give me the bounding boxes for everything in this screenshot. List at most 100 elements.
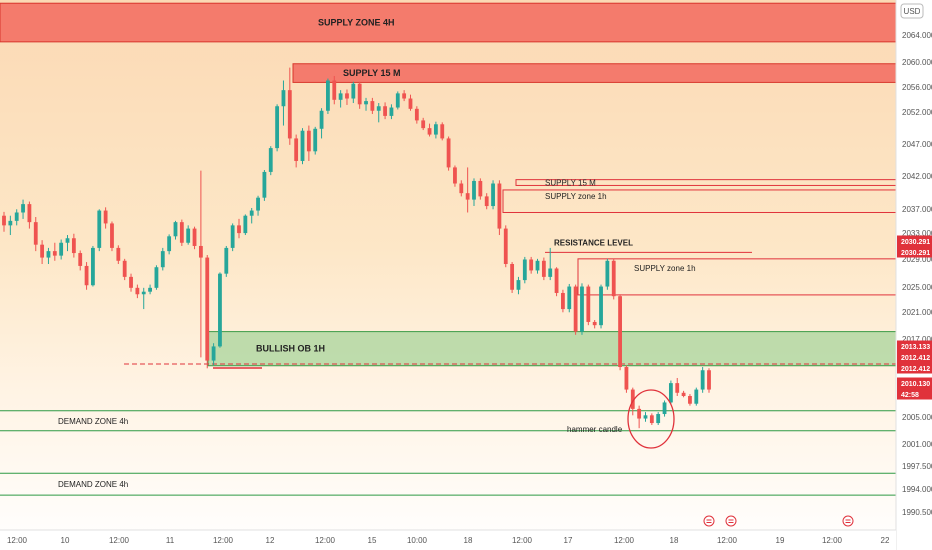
candle-body (414, 108, 419, 121)
candle-body (421, 120, 426, 129)
annotations-layer: hammer candle (567, 389, 675, 449)
candle-body (586, 286, 591, 322)
candle-body (186, 228, 191, 243)
candle-body (256, 197, 260, 211)
candle-body (268, 148, 273, 172)
time-tick-label: 11 (166, 536, 175, 545)
candle-body (649, 415, 654, 424)
candle-body (97, 210, 102, 248)
candle-body (306, 130, 311, 152)
candle-body (332, 80, 337, 100)
zone-label-1: SUPPLY 15 M (343, 68, 401, 78)
price-tick-label: 2064.000 (902, 31, 932, 40)
candle-body (624, 367, 629, 390)
price-tag-label: 2012.412 (901, 355, 930, 362)
candle-body (376, 106, 381, 111)
candle-body (262, 171, 267, 198)
lightning-event-icon[interactable] (703, 515, 715, 527)
candle-body (408, 98, 413, 109)
candles-layer (2, 67, 711, 429)
candle-body (84, 265, 89, 286)
candle-body (675, 383, 680, 393)
candle-body (249, 210, 254, 216)
candle-body (205, 257, 210, 361)
candle-body (357, 83, 362, 105)
currency-label: USD (904, 7, 921, 16)
flag-event-icon[interactable] (842, 515, 854, 527)
candle-body (573, 286, 578, 332)
candle-body (592, 321, 597, 326)
candle-body (173, 222, 178, 237)
candle-body (478, 180, 483, 197)
candle-body (688, 396, 692, 404)
price-tag (897, 377, 932, 389)
time-tick-label: 12:00 (315, 536, 336, 545)
zone-rect-0 (0, 2, 897, 43)
zones-layer: SUPPLY ZONE 4H SUPPLY 15 M SUPPLY 15 M SUPP… (0, 2, 897, 496)
candle-body (668, 383, 673, 403)
candle-body (637, 408, 642, 419)
time-tick-label: 12:00 (717, 536, 738, 545)
candle-body (326, 80, 330, 111)
candle-body (465, 193, 470, 200)
candle-body (351, 83, 356, 99)
hammer-candle-label: hammer candle (567, 425, 623, 434)
zone-label-4: RESISTANCE LEVEL (554, 238, 633, 247)
flag-event-icon[interactable] (725, 515, 737, 527)
candle-body (167, 236, 172, 252)
candle-body (529, 259, 534, 271)
price-tag (897, 235, 932, 247)
candle-body (294, 138, 299, 161)
candle-body (497, 183, 502, 229)
candle-body (8, 220, 13, 226)
candle-body (707, 370, 711, 390)
time-tick-label: 18 (464, 536, 473, 545)
zone-label-5: SUPPLY zone 1h (634, 264, 696, 273)
price-tick-label: 2021.000 (902, 308, 932, 317)
candle-body (243, 215, 248, 234)
candle-body (300, 130, 305, 161)
candle-body (561, 292, 565, 310)
price-tick-label: 1990.500 (902, 508, 932, 517)
time-tick-label: 10:00 (407, 536, 428, 545)
time-tick-label: 17 (564, 536, 573, 545)
price-tick-label: 2033.000 (902, 229, 932, 238)
candle-body (700, 370, 705, 390)
candle-body (491, 183, 495, 207)
zone-label-7: DEMAND ZONE 4h (58, 417, 128, 426)
time-tick-label: 12 (266, 536, 275, 545)
candle-body (160, 251, 165, 268)
candle-body (179, 222, 184, 243)
candle-body (643, 415, 648, 419)
candle-body (548, 268, 553, 277)
price-tag (897, 388, 932, 400)
price-tag-label: 2012.412 (901, 366, 930, 373)
price-tick-label: 2005.000 (902, 413, 932, 422)
candle-body (135, 287, 140, 295)
candle-body (554, 268, 559, 293)
price-tick-label: 2001.000 (902, 440, 932, 449)
candle-body (275, 106, 280, 149)
candle-body (503, 228, 508, 264)
candle-body (484, 196, 489, 207)
candle-body (237, 225, 241, 234)
time-tick-label: 15 (368, 536, 377, 545)
price-tag-label: 2010.130 (901, 381, 930, 388)
hammer-candle-circle (627, 389, 675, 449)
candle-body (345, 93, 349, 99)
price-tag (897, 340, 932, 352)
time-tick-label: 12:00 (7, 536, 28, 545)
candle-body (224, 247, 229, 274)
price-tick-label: 1997.500 (902, 462, 932, 471)
time-tick-label: 12:00 (109, 536, 130, 545)
candle-body (535, 260, 540, 271)
candle-body (78, 253, 83, 266)
time-tick-label: 10 (61, 536, 70, 545)
candle-body (319, 110, 324, 129)
price-tag-label: 2013.133 (901, 344, 930, 351)
candle-body (14, 212, 19, 221)
candle-body (370, 101, 375, 111)
candle-body (427, 128, 432, 135)
